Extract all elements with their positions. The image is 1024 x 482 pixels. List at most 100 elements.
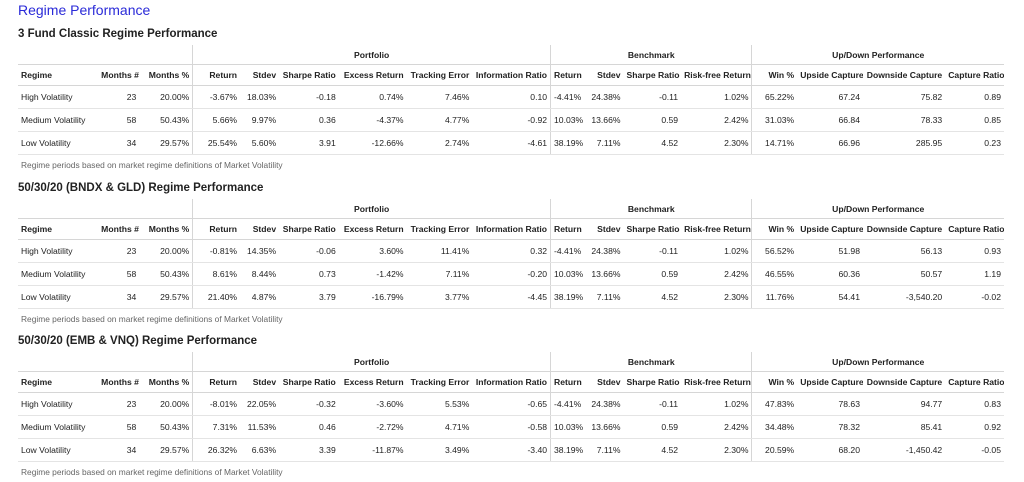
table-cell: 4.52 — [624, 286, 682, 309]
table-cell: -0.81% — [193, 240, 240, 263]
column-header: Risk-free Return — [681, 219, 752, 240]
table-cell: 2.30% — [681, 439, 752, 462]
table-cell: 11.53% — [240, 416, 279, 439]
table-cell: 4.87% — [240, 286, 279, 309]
regime-label: Medium Volatility — [18, 263, 98, 286]
column-header: Return — [193, 65, 240, 86]
table-cell: -0.02 — [945, 286, 1004, 309]
table-cell: 20.00% — [139, 240, 192, 263]
column-header: Return — [193, 219, 240, 240]
table-cell: 7.11% — [583, 286, 623, 309]
table-cell: 10.03% — [551, 109, 584, 132]
table-cell: 20.00% — [139, 86, 192, 109]
group-header-benchmark: Benchmark — [551, 199, 752, 219]
column-header: Sharpe Ratio — [624, 219, 682, 240]
table-cell: -0.11 — [624, 86, 682, 109]
column-header: Regime — [18, 65, 98, 86]
table-cell: -16.79% — [339, 286, 407, 309]
table-cell: 58 — [98, 263, 139, 286]
table-cell: 25.54% — [193, 132, 240, 155]
column-header: Months % — [139, 372, 192, 393]
table-cell: 24.38% — [583, 86, 623, 109]
table-cell: 0.59 — [624, 263, 682, 286]
table-footnote: Regime periods based on market regime de… — [18, 155, 1004, 176]
table-cell: -4.61 — [472, 132, 550, 155]
regime-label: Low Volatility — [18, 286, 98, 309]
table-cell: 78.32 — [797, 416, 863, 439]
table-cell: 85.41 — [863, 416, 945, 439]
table-cell: 2.42% — [681, 109, 752, 132]
table-cell: 3.39 — [279, 439, 339, 462]
column-header: Excess Return — [339, 219, 407, 240]
group-header-updown: Up/Down Performance — [752, 199, 1004, 219]
column-header: Win % — [752, 219, 797, 240]
table-cell: 0.46 — [279, 416, 339, 439]
table-cell: 65.22% — [752, 86, 797, 109]
column-header: Risk-free Return — [681, 65, 752, 86]
table-cell: 47.83% — [752, 393, 797, 416]
table-cell: 0.89 — [945, 86, 1004, 109]
table-cell: 1.02% — [681, 393, 752, 416]
column-header: Return — [551, 219, 584, 240]
regime-label: Low Volatility — [18, 132, 98, 155]
table-cell: 0.92 — [945, 416, 1004, 439]
table-cell: -4.41% — [551, 240, 584, 263]
table-cell: -0.05 — [945, 439, 1004, 462]
column-header: Downside Capture — [863, 219, 945, 240]
column-header: Stdev — [240, 65, 279, 86]
table-cell: 5.60% — [240, 132, 279, 155]
column-header: Capture Ratio — [945, 372, 1004, 393]
table-cell: -1.42% — [339, 263, 407, 286]
table-cell: -8.01% — [193, 393, 240, 416]
table-cell: 0.59 — [624, 109, 682, 132]
column-header: Stdev — [583, 219, 623, 240]
section-title: 50/30/20 (BNDX & GLD) Regime Performance — [18, 181, 1004, 195]
table-cell: -4.37% — [339, 109, 407, 132]
table-cell: -0.92 — [472, 109, 550, 132]
column-header: Risk-free Return — [681, 372, 752, 393]
table-cell: 7.11% — [583, 132, 623, 155]
table-cell: 94.77 — [863, 393, 945, 416]
group-header-blank — [18, 45, 193, 65]
table-cell: 38.19% — [551, 439, 584, 462]
table-cell: 13.66% — [583, 263, 623, 286]
table-cell: 1.02% — [681, 240, 752, 263]
regime-label: High Volatility — [18, 240, 98, 263]
table-cell: 58 — [98, 416, 139, 439]
table-cell: 0.10 — [472, 86, 550, 109]
table-cell: 24.38% — [583, 393, 623, 416]
group-header-benchmark: Benchmark — [551, 45, 752, 65]
table-cell: 5.53% — [407, 393, 473, 416]
table-cell: 285.95 — [863, 132, 945, 155]
column-header: Upside Capture — [797, 219, 863, 240]
table-cell: 34 — [98, 439, 139, 462]
column-header: Capture Ratio — [945, 65, 1004, 86]
table-cell: -0.20 — [472, 263, 550, 286]
table-cell: -4.41% — [551, 393, 584, 416]
table-cell: 7.11% — [583, 439, 623, 462]
column-header: Tracking Error — [407, 372, 473, 393]
table-cell: 0.74% — [339, 86, 407, 109]
table-cell: 0.23 — [945, 132, 1004, 155]
table-cell: -0.58 — [472, 416, 550, 439]
table-cell: 54.41 — [797, 286, 863, 309]
table-cell: -0.32 — [279, 393, 339, 416]
table-cell: -0.06 — [279, 240, 339, 263]
table-cell: 50.43% — [139, 416, 192, 439]
table-cell: 3.91 — [279, 132, 339, 155]
table-footnote: Regime periods based on market regime de… — [18, 462, 1004, 482]
table-cell: 38.19% — [551, 286, 584, 309]
column-header: Sharpe Ratio — [279, 372, 339, 393]
group-header-benchmark: Benchmark — [551, 352, 752, 372]
table-cell: 7.46% — [407, 86, 473, 109]
column-header: Excess Return — [339, 65, 407, 86]
table-cell: 22.05% — [240, 393, 279, 416]
regime-label: Medium Volatility — [18, 109, 98, 132]
table-cell: 34.48% — [752, 416, 797, 439]
table-cell: 24.38% — [583, 240, 623, 263]
